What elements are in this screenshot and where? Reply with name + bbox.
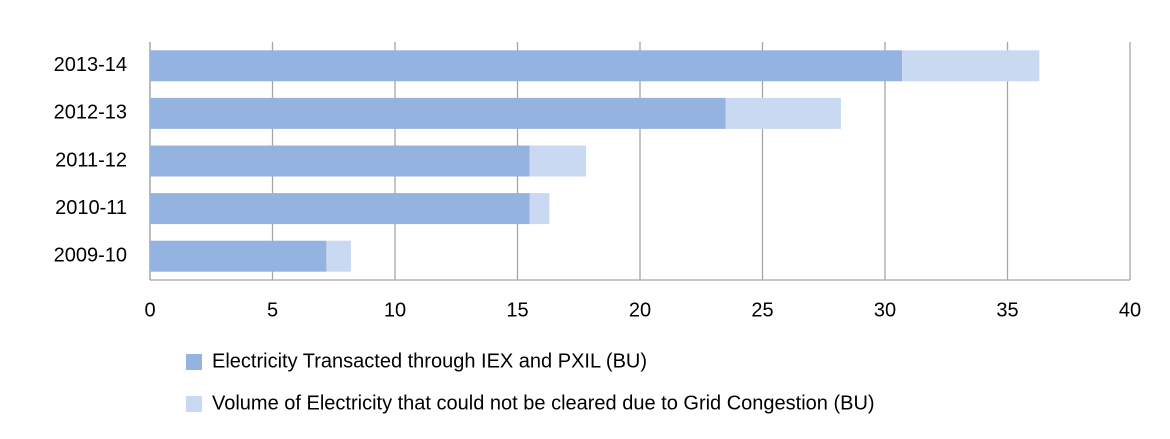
x-tick-label: 30 (874, 299, 896, 321)
x-tick-label: 10 (384, 299, 406, 321)
bar (150, 240, 327, 272)
x-tick-label: 20 (629, 299, 651, 321)
x-tick-label: 40 (1119, 299, 1141, 321)
x-tick-label: 25 (751, 299, 773, 321)
x-tick-label: 0 (144, 299, 155, 321)
legend-label: Volume of Electricity that could not be … (212, 392, 875, 414)
bar (529, 193, 550, 225)
y-tick-label: 2013-14 (54, 54, 127, 76)
bar (150, 145, 530, 177)
y-tick-label: 2011-12 (55, 149, 127, 171)
y-tick-label: 2009-10 (54, 244, 127, 266)
bar (725, 97, 841, 129)
y-tick-label: 2012-13 (54, 102, 127, 124)
bar (150, 97, 726, 129)
legend-label: Electricity Transacted through IEX and P… (212, 350, 647, 372)
x-tick-label: 5 (267, 299, 278, 321)
bar (150, 50, 903, 82)
x-tick-label: 35 (996, 299, 1018, 321)
bar (529, 145, 587, 177)
legend-swatch (186, 396, 202, 412)
x-tick-label: 15 (506, 299, 528, 321)
bar (150, 193, 530, 225)
legend-swatch (186, 354, 202, 370)
bar (326, 240, 351, 272)
bar (902, 50, 1040, 82)
y-tick-label: 2010-11 (55, 197, 127, 219)
